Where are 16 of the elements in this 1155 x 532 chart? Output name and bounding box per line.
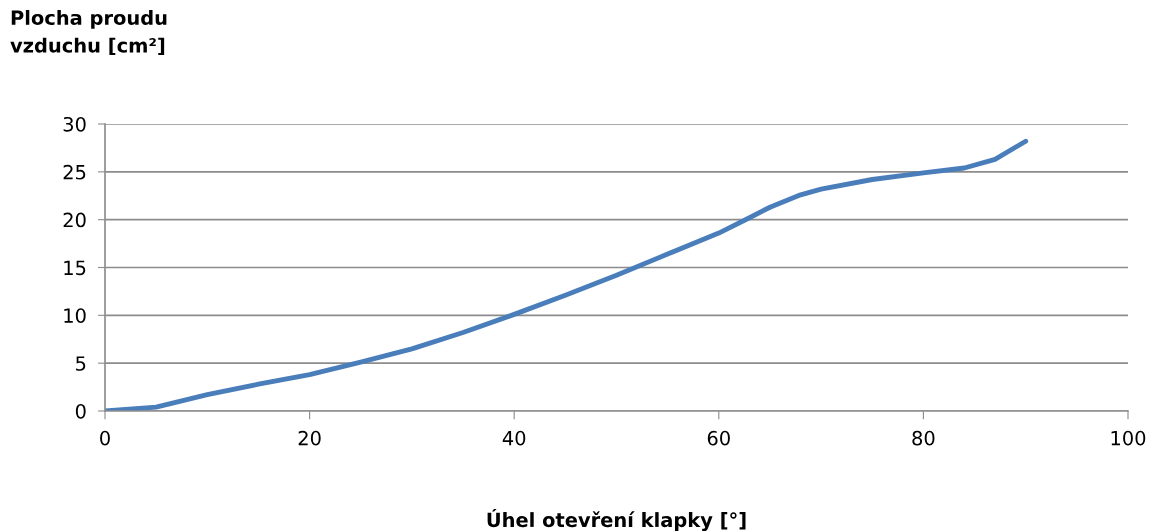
y-tick-label: 20 [63, 212, 86, 228]
x-tick-label: 40 [502, 430, 526, 446]
x-tick-label: 60 [707, 430, 730, 446]
x-tick-label: 20 [298, 430, 321, 446]
line-series [105, 138, 1029, 411]
y-axis-title: Plocha proudu vzduchu [cm²] [10, 10, 167, 56]
x-tick-label: 100 [1111, 430, 1146, 446]
x-axis-title: Úhel otevření klapky [°] [487, 508, 746, 532]
y-tick-label: 30 [63, 116, 86, 132]
x-tick-label: 0 [100, 430, 110, 446]
y-tick-label: 10 [64, 308, 86, 323]
y-tick-label: 15 [64, 260, 86, 276]
y-tick-label: 25 [63, 164, 86, 180]
y-tick-label: 0 [75, 403, 86, 419]
x-tick-label: 80 [912, 430, 935, 446]
y-tick-label: 5 [76, 356, 86, 371]
